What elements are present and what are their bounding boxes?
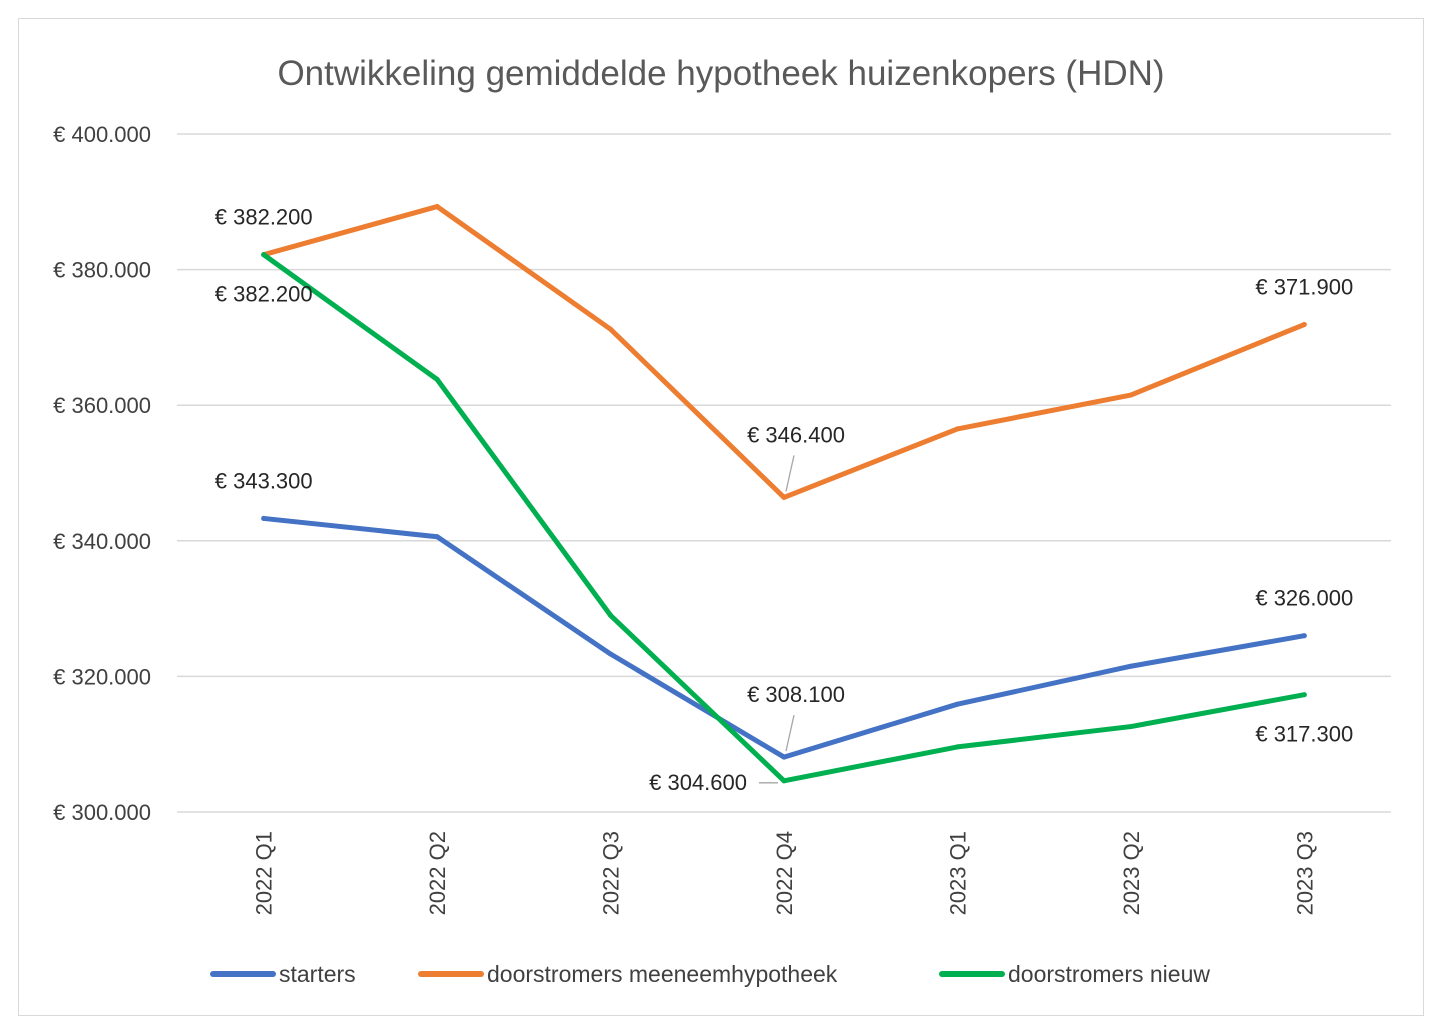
series-line-1	[261, 204, 1307, 500]
data-point	[954, 701, 960, 707]
x-tick-label: 2022 Q4	[772, 831, 797, 915]
x-tick-label: 2023 Q2	[1119, 831, 1144, 915]
legend-label: starters	[279, 961, 356, 987]
chart-title: Ontwikkeling gemiddelde hypotheek huizen…	[277, 54, 1164, 93]
x-tick-label: 2022 Q2	[425, 831, 450, 915]
x-tick-label: 2022 Q1	[252, 831, 277, 915]
data-point	[608, 651, 614, 657]
x-tick-label: 2023 Q3	[1292, 831, 1317, 915]
data-label: € 371.900	[1255, 275, 1353, 300]
data-label: € 382.200	[215, 282, 313, 307]
data-label: € 304.600	[649, 770, 747, 795]
data-label: € 326.000	[1255, 586, 1353, 611]
data-point	[1301, 692, 1307, 698]
data-point	[608, 326, 614, 332]
line-chart: Ontwikkeling gemiddelde hypotheek huizen…	[53, 54, 1391, 987]
label-leader-line	[785, 455, 795, 492]
y-tick-label: € 340.000	[53, 529, 151, 554]
data-point	[781, 494, 787, 500]
data-point	[954, 426, 960, 432]
data-labels: € 343.300 € 308.100 € 326.000 € 382.200 € 34…	[215, 205, 1353, 795]
data-label: € 317.300	[1255, 722, 1353, 747]
data-point	[1128, 663, 1134, 669]
data-label: € 346.400	[747, 422, 845, 447]
y-tick-label: € 300.000	[53, 800, 151, 825]
legend-label: doorstromers nieuw	[1008, 961, 1210, 987]
y-tick-label: € 360.000	[53, 393, 151, 418]
x-tick-label: 2023 Q1	[945, 831, 970, 915]
data-point	[434, 376, 440, 382]
data-point	[434, 204, 440, 210]
data-point	[954, 744, 960, 750]
legend: starters doorstromers meeneemhypotheek doo…	[210, 961, 1210, 987]
data-point	[608, 612, 614, 618]
data-point	[1301, 322, 1307, 328]
data-point	[781, 754, 787, 760]
data-point	[1128, 724, 1134, 730]
data-point	[261, 252, 267, 258]
label-leader-line	[785, 714, 795, 752]
data-label: € 382.200	[215, 205, 313, 230]
data-point	[1128, 392, 1134, 398]
legend-label: doorstromers meeneemhypotheek	[487, 961, 838, 987]
x-tick-label: 2022 Q3	[599, 831, 624, 915]
y-tick-label: € 400.000	[53, 122, 151, 147]
data-label: € 308.100	[747, 682, 845, 707]
y-tick-label: € 320.000	[53, 664, 151, 689]
data-point	[434, 534, 440, 540]
data-point	[781, 778, 787, 784]
y-axis-ticks: € 300.000 € 320.000 € 340.000 € 360.000 € 38…	[53, 122, 151, 825]
series-lines	[261, 204, 1307, 784]
data-point	[261, 515, 267, 521]
y-tick-label: € 380.000	[53, 258, 151, 283]
data-point	[1301, 633, 1307, 639]
x-axis-ticks: 2022 Q1 2022 Q2 2022 Q3 2022 Q4 2023 Q1 2023 …	[252, 831, 1318, 915]
gridlines	[177, 133, 1391, 813]
chart-frame: Ontwikkeling gemiddelde hypotheek huizen…	[18, 18, 1424, 1016]
data-label: € 343.300	[215, 468, 313, 493]
